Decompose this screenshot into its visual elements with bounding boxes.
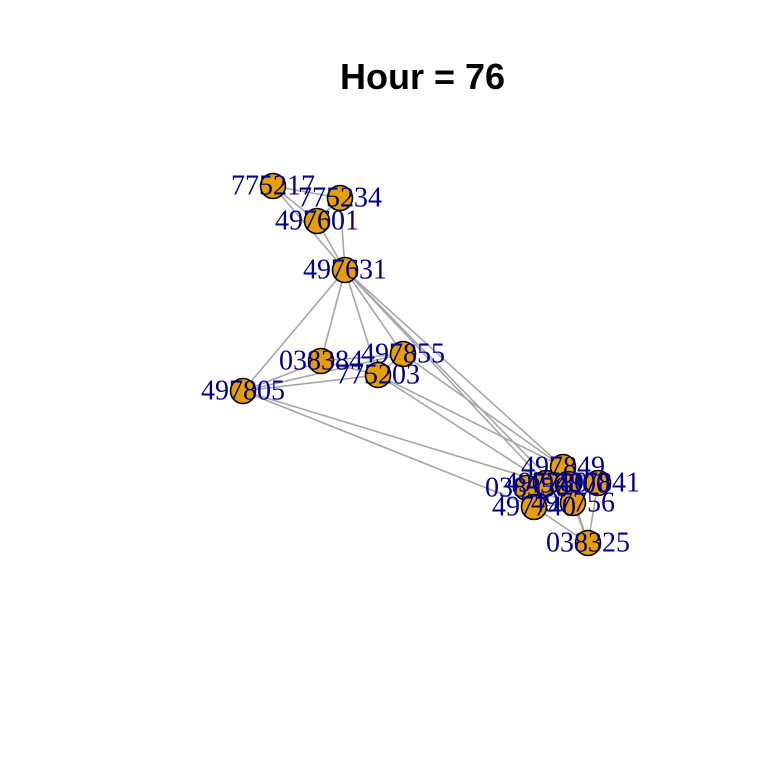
node-label-497841: 497841 [556,468,640,499]
edge-775203-497805 [242,374,379,392]
node-038325 [574,529,602,557]
node-label-038350: 038350 [485,473,569,504]
node-497841 [584,469,612,497]
node-label-497849: 497849 [521,452,605,483]
node-label-497855: 497855 [361,339,445,370]
node-label-038384: 038384 [279,346,363,377]
node-497805 [229,377,257,405]
chart-title: Hour = 76 [339,56,506,97]
node-label-038325: 038325 [546,528,630,559]
edge-038384-497855 [320,353,404,362]
edge-497631-775203 [344,269,379,376]
edge-497805-497780 [242,390,547,484]
edge-497631-497855 [344,269,404,355]
node-label-497800: 497800 [526,469,610,500]
edge-775203-497849 [377,374,564,468]
node-layer [229,172,612,557]
edge-497855-497849 [402,353,564,468]
node-775234 [326,184,354,212]
node-775203 [364,361,392,389]
node-label-497601: 497601 [275,206,359,237]
edge-497805-497740 [242,390,535,508]
edge-775203-497780 [377,374,547,484]
node-497740 [520,493,548,521]
node-label-497756: 497756 [531,488,615,519]
node-038384 [307,347,335,375]
node-label-775203: 775203 [336,360,420,391]
edge-layer [242,185,599,544]
node-label-497805: 497805 [201,376,285,407]
node-497601 [303,207,331,235]
node-label-497780: 497780 [504,468,588,499]
edge-497631-038384 [320,269,346,362]
node-775217 [259,172,287,200]
node-497855 [389,340,417,368]
edge-497631-497849 [344,269,564,468]
edge-497631-497756 [344,269,574,504]
node-497631 [331,256,359,284]
node-label-497631: 497631 [303,255,387,286]
edge-497631-497805 [242,269,346,392]
edge-038384-497805 [242,360,322,392]
node-label-497740: 497740 [492,492,576,523]
node-label-775217: 775217 [231,171,315,202]
node-label-775234: 775234 [298,183,382,214]
edge-497631-497780 [344,269,547,484]
node-497756 [559,489,587,517]
